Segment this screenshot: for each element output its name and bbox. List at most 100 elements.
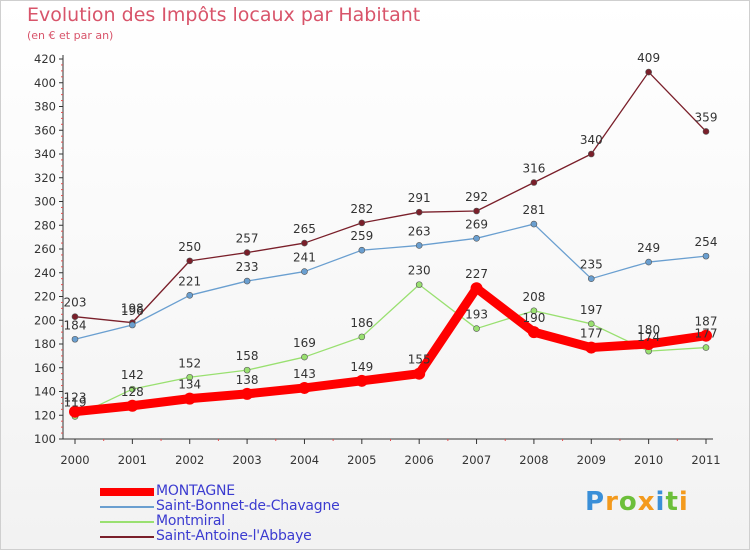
x-tick-label: 2010 — [634, 453, 663, 467]
data-label: 184 — [64, 318, 87, 332]
x-tick-label: 2000 — [60, 453, 89, 467]
data-label: 177 — [580, 327, 603, 341]
data-label: 186 — [350, 316, 373, 330]
y-tick-label: 400 — [34, 76, 56, 90]
data-point — [243, 249, 251, 256]
series-line-3 — [74, 71, 707, 324]
data-point — [241, 387, 254, 400]
y-minor-tick — [61, 135, 63, 137]
data-label: 281 — [522, 203, 545, 217]
data-label: 249 — [637, 241, 660, 255]
legend-label: Montmiral — [156, 513, 225, 529]
y-minor-tick — [61, 159, 63, 161]
data-point — [129, 321, 136, 329]
chart-subtitle: (en € et par an) — [27, 29, 114, 42]
legend-label: Saint-Antoine-l'Abbaye — [156, 528, 312, 544]
data-label: 193 — [465, 308, 488, 322]
logo-letter: i — [655, 487, 666, 517]
data-label: 257 — [236, 232, 259, 246]
data-point — [530, 307, 538, 315]
y-minor-tick — [61, 260, 63, 262]
y-minor-tick — [61, 313, 63, 315]
y-minor-tick — [61, 64, 63, 66]
data-label: 196 — [121, 304, 144, 318]
data-point — [415, 281, 423, 288]
data-label: 221 — [178, 274, 201, 288]
x-tick-label: 2011 — [691, 453, 720, 467]
data-point — [587, 320, 595, 328]
y-tick-label: 140 — [34, 385, 56, 399]
data-label: 143 — [293, 367, 316, 381]
data-label: 316 — [522, 162, 545, 176]
y-minor-tick — [61, 147, 63, 149]
data-label: 263 — [408, 224, 431, 238]
x-tick-label: 2007 — [462, 453, 491, 467]
y-minor-tick — [61, 94, 63, 96]
data-point — [585, 341, 598, 354]
data-label: 259 — [350, 229, 373, 243]
data-label: 241 — [293, 251, 316, 265]
y-minor-tick — [61, 100, 63, 102]
data-label: 265 — [293, 222, 316, 236]
x-minor-tick — [676, 439, 678, 441]
series-line-1 — [74, 223, 707, 340]
y-minor-tick — [61, 290, 63, 292]
x-tick-label: 2009 — [577, 453, 606, 467]
data-label: 149 — [350, 360, 373, 374]
y-minor-tick — [61, 218, 63, 220]
data-point — [470, 282, 483, 295]
y-minor-tick — [61, 189, 63, 191]
y-minor-tick — [61, 349, 63, 351]
data-label: 152 — [178, 356, 201, 370]
data-point — [702, 128, 710, 135]
data-point — [358, 246, 366, 254]
y-minor-tick — [61, 230, 63, 232]
y-tick-label: 180 — [34, 337, 56, 351]
data-label: 250 — [178, 240, 201, 254]
data-point — [243, 366, 251, 374]
data-label: 359 — [695, 110, 718, 124]
data-label: 291 — [408, 191, 431, 205]
data-point — [301, 268, 308, 275]
data-point — [358, 333, 366, 341]
y-minor-tick — [61, 408, 63, 410]
y-minor-tick — [61, 195, 63, 197]
x-minor-tick — [103, 439, 105, 441]
data-label: 197 — [580, 303, 603, 317]
y-tick-label: 260 — [34, 242, 56, 256]
y-minor-tick — [61, 284, 63, 286]
legend-swatch — [100, 506, 154, 508]
logo-letter: o — [618, 487, 638, 517]
y-minor-tick — [61, 331, 63, 333]
data-point — [473, 235, 480, 242]
y-tick-label: 120 — [34, 408, 56, 422]
data-point — [301, 353, 308, 361]
y-minor-tick — [61, 396, 63, 398]
data-label: 128 — [121, 385, 144, 399]
y-tick-label: 220 — [34, 290, 56, 304]
data-label: 254 — [695, 235, 718, 249]
x-tick-label: 2001 — [118, 453, 147, 467]
y-tick-label: 280 — [34, 218, 56, 232]
chart-title: Evolution des Impôts locaux par Habitant — [27, 4, 421, 26]
data-label: 119 — [64, 395, 87, 409]
data-point — [183, 392, 196, 405]
series-line-2 — [74, 283, 707, 418]
data-label: 208 — [522, 290, 545, 304]
y-tick-label: 380 — [34, 100, 56, 114]
y-minor-tick — [61, 402, 63, 404]
x-tick-label: 2003 — [232, 453, 261, 467]
y-minor-tick — [61, 88, 63, 90]
line-chart: 100 120 140 160 180 200 220 240 260 280 300 320 340 3… — [34, 51, 721, 467]
y-minor-tick — [61, 111, 63, 113]
legend-swatch — [100, 488, 154, 496]
x-minor-tick — [504, 439, 506, 441]
data-label: 409 — [637, 51, 660, 65]
data-point — [413, 367, 426, 380]
y-minor-tick — [61, 117, 63, 119]
y-minor-tick — [61, 76, 63, 78]
x-minor-tick — [275, 439, 277, 441]
x-tick-label: 2002 — [175, 453, 204, 467]
y-tick-label: 200 — [34, 313, 56, 327]
y-tick-label: 160 — [34, 361, 56, 375]
